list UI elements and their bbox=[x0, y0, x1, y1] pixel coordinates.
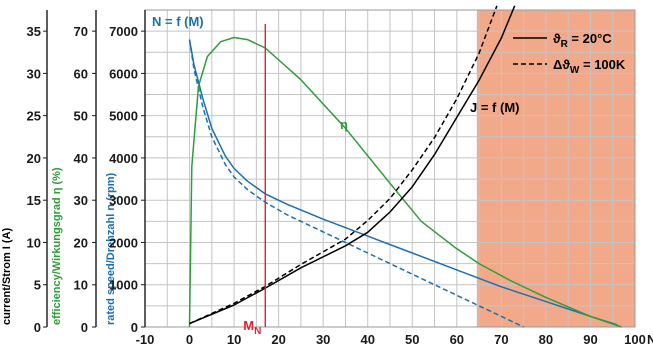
series-speed-dashed-line bbox=[188, 39, 524, 328]
current-tick-label: 10 bbox=[27, 235, 41, 250]
current-tick-label: 0 bbox=[34, 320, 41, 335]
efficiency-tick-label: 20 bbox=[74, 235, 88, 250]
series-efficiency-solid-line bbox=[188, 36, 622, 328]
speed-tick-label: 2000 bbox=[109, 235, 138, 250]
efficiency-tick-label: 10 bbox=[74, 278, 88, 293]
speed-axis-title: rated speed/Drehzahl n (rpm) bbox=[105, 172, 117, 325]
speed-tick-label: 1000 bbox=[109, 278, 138, 293]
current-tick-label: 15 bbox=[27, 193, 41, 208]
x-tick-label: 80 bbox=[539, 332, 553, 347]
efficiency-tick-label: 60 bbox=[74, 66, 88, 81]
x-tick-label: 60 bbox=[450, 332, 464, 347]
x-tick-label: 20 bbox=[271, 332, 285, 347]
efficiency-tick-label: 40 bbox=[74, 151, 88, 166]
efficiency-axis-title: efficiency/Wirkungsgrad η (%) bbox=[51, 167, 63, 325]
efficiency-curve-annotation: η bbox=[340, 117, 348, 132]
x-tick-label: -10 bbox=[136, 332, 155, 347]
efficiency-tick-label: 30 bbox=[74, 193, 88, 208]
speed-tick-label: 0 bbox=[131, 320, 138, 335]
x-tick-label: 40 bbox=[360, 332, 374, 347]
rated-torque-label: MN bbox=[243, 318, 261, 337]
series-speed-solid-line bbox=[188, 39, 618, 326]
overload-region bbox=[476, 10, 635, 327]
series-current-solid-line bbox=[189, 5, 516, 325]
current-tick-label: 20 bbox=[27, 151, 41, 166]
x-tick-label: 90 bbox=[583, 332, 597, 347]
speed-curve-annotation: N = f (M) bbox=[152, 14, 204, 29]
x-tick-label: 70 bbox=[494, 332, 508, 347]
efficiency-tick-label: 0 bbox=[81, 320, 88, 335]
current-tick-label: 35 bbox=[27, 24, 41, 39]
current-tick-label: 30 bbox=[27, 66, 41, 81]
speed-tick-label: 3000 bbox=[109, 193, 138, 208]
x-tick-label: 30 bbox=[316, 332, 330, 347]
efficiency-tick-label: 70 bbox=[74, 24, 88, 39]
speed-tick-label: 4000 bbox=[109, 151, 138, 166]
x-tick-label: 0 bbox=[186, 332, 193, 347]
series-current-dashed-line bbox=[189, 5, 498, 325]
efficiency-tick-label: 50 bbox=[74, 109, 88, 124]
x-axis-unit: Ncm bbox=[647, 332, 653, 347]
x-tick-label: 10 bbox=[227, 332, 241, 347]
x-tick-label: 50 bbox=[405, 332, 419, 347]
speed-tick-label: 7000 bbox=[109, 24, 138, 39]
current-tick-label: 25 bbox=[27, 109, 41, 124]
x-tick-label: 100 bbox=[624, 332, 646, 347]
current-curve-annotation: J = f (M) bbox=[470, 100, 519, 115]
legend-label-solid: ϑR = 20°C bbox=[553, 31, 612, 50]
speed-tick-label: 5000 bbox=[109, 109, 138, 124]
speed-tick-label: 6000 bbox=[109, 66, 138, 81]
current-tick-label: 5 bbox=[34, 278, 41, 293]
current-axis-title: current/Strom I (A) bbox=[1, 227, 13, 325]
